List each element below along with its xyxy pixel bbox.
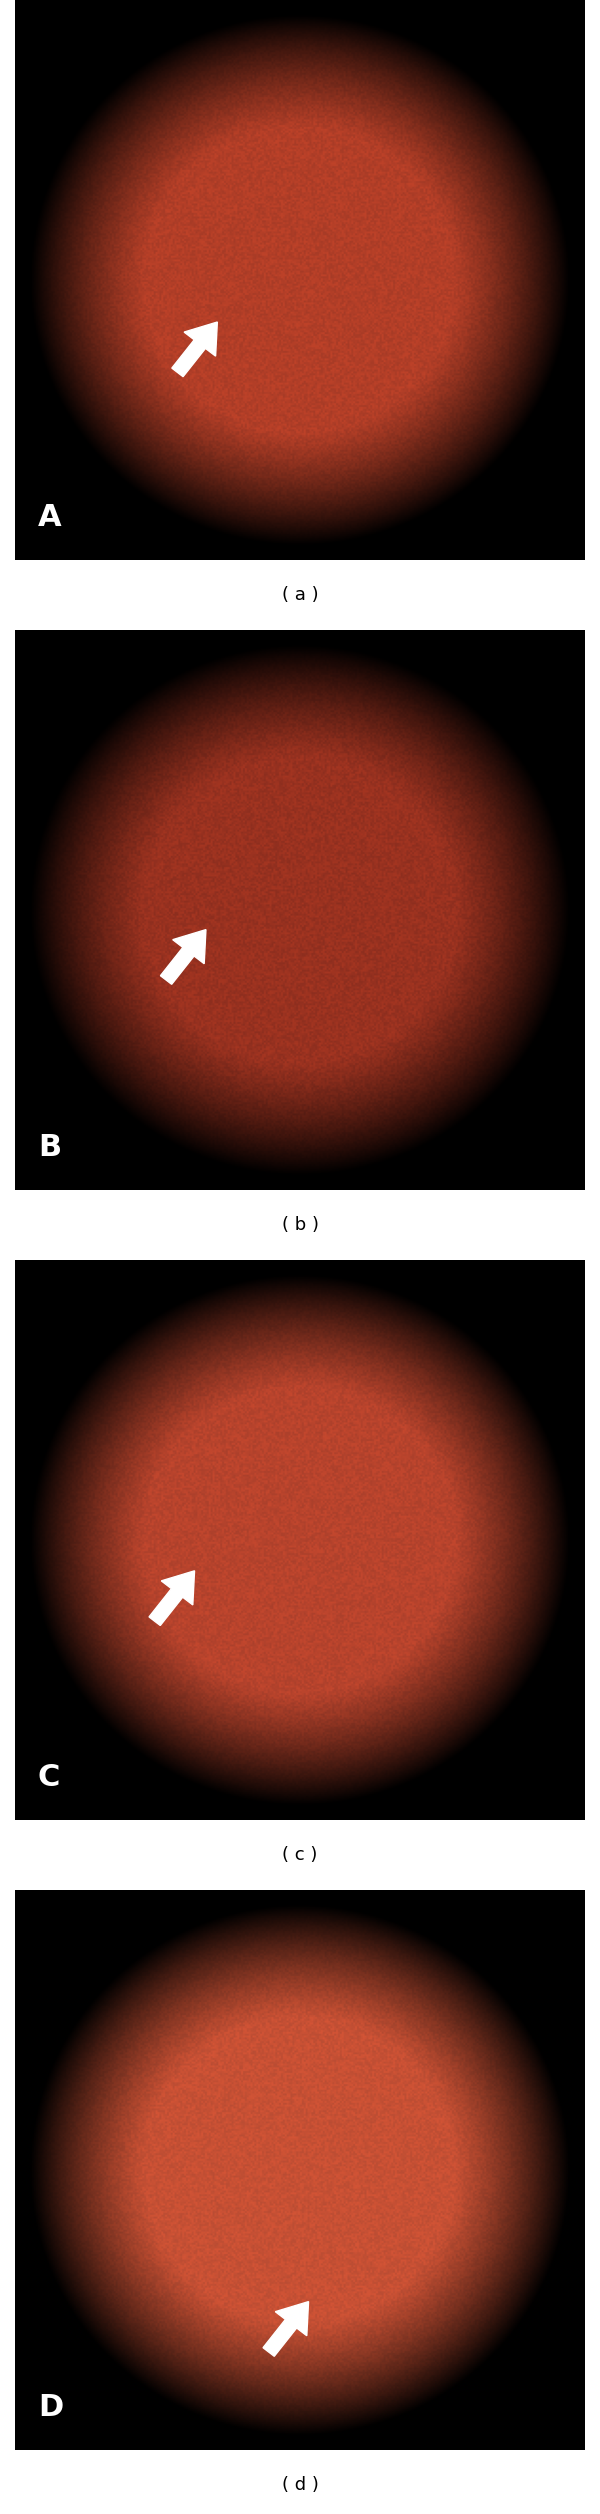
Text: ( a ): ( a ) xyxy=(281,586,319,603)
Text: B: B xyxy=(38,1134,61,1161)
Text: ( d ): ( d ) xyxy=(281,2476,319,2494)
FancyArrow shape xyxy=(172,322,217,377)
FancyArrow shape xyxy=(263,2303,308,2356)
Text: C: C xyxy=(38,1762,60,1792)
FancyArrow shape xyxy=(160,930,206,985)
FancyArrow shape xyxy=(149,1571,194,1627)
Text: ( c ): ( c ) xyxy=(283,1845,317,1863)
Text: ( b ): ( b ) xyxy=(281,1217,319,1234)
Text: D: D xyxy=(38,2393,63,2423)
Text: A: A xyxy=(38,503,61,533)
